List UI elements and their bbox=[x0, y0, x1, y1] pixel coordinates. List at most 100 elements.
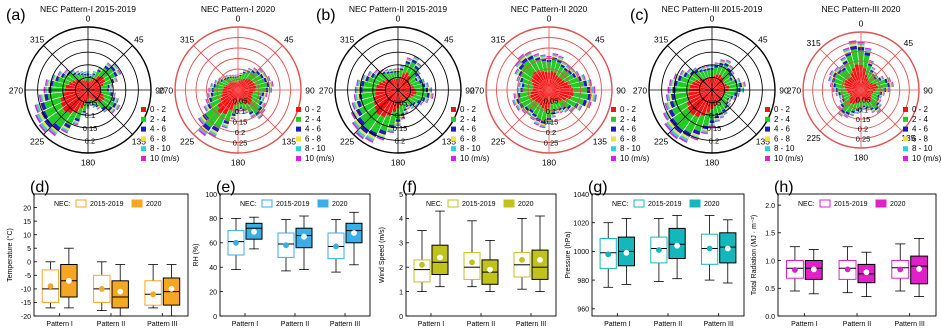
rose-sector bbox=[875, 79, 886, 86]
y-tick-label: 960 bbox=[577, 307, 589, 314]
rose-sector bbox=[712, 74, 722, 90]
rose-sector bbox=[851, 102, 858, 112]
rose-sector bbox=[221, 79, 229, 86]
rose-sector bbox=[743, 81, 746, 87]
rose-sector bbox=[64, 69, 69, 74]
rose-sector bbox=[712, 90, 721, 104]
rose-sector bbox=[729, 76, 733, 81]
rose-sector bbox=[521, 109, 526, 114]
rose-sector bbox=[562, 106, 567, 111]
rose-sector bbox=[540, 55, 546, 58]
rose-sector bbox=[103, 109, 108, 113]
rose-sector bbox=[229, 76, 232, 79]
rose-sector bbox=[551, 116, 556, 118]
rose-sector bbox=[403, 108, 408, 112]
rose-sector bbox=[210, 92, 214, 97]
rose-sector bbox=[222, 90, 238, 94]
rose-sector bbox=[413, 56, 419, 61]
rose-sector bbox=[519, 82, 522, 88]
panel-label: (a) bbox=[6, 7, 26, 24]
rose-angle-label: 180 bbox=[231, 158, 245, 168]
rose-sector bbox=[869, 59, 874, 63]
rose-sector bbox=[670, 79, 674, 87]
box-chart-f: 0 1 2 3 4 5 Wind Speed (m/s) (f) NEC: 2015-2019 20… bbox=[379, 179, 557, 328]
legend-label: 2015-2019 bbox=[90, 201, 124, 208]
rose-sector bbox=[221, 125, 228, 129]
rose-legend-label: 8 - 10 bbox=[774, 144, 795, 153]
rose-sector bbox=[838, 92, 841, 96]
rose-sector bbox=[261, 102, 266, 107]
rose-sector bbox=[88, 90, 105, 97]
rose-sector bbox=[59, 72, 64, 77]
rose-sector bbox=[89, 103, 92, 105]
rose-angle-label: 45 bbox=[134, 35, 144, 45]
rose-sector bbox=[851, 67, 861, 90]
rose-sector bbox=[531, 74, 549, 90]
rose-sector bbox=[261, 92, 265, 97]
rose-sector bbox=[514, 68, 519, 74]
rose-title: NEC Pattern-II 2020 bbox=[511, 4, 588, 14]
rose-spoke bbox=[43, 89, 89, 135]
rose-sector bbox=[356, 100, 363, 108]
rose-title: NEC Pattern-III 2015-2019 bbox=[662, 4, 763, 14]
rose-sector bbox=[98, 67, 108, 78]
rose-sector bbox=[664, 111, 671, 120]
rose-sector bbox=[737, 78, 740, 83]
wind-rose-5: 0 45 90 135 180 225 270 315 0.05 0.1 0.15 0.2 NEC Pa… bbox=[630, 4, 804, 168]
rose-sector bbox=[850, 113, 855, 116]
rose-sector bbox=[363, 81, 377, 88]
rose-sector bbox=[234, 74, 237, 76]
rose-sector bbox=[400, 115, 405, 118]
rose-sector bbox=[848, 41, 857, 45]
rose-radial-tick: 0.25 bbox=[856, 134, 871, 143]
rose-legend-swatch bbox=[765, 146, 770, 152]
rose-radial-tick: 0.05 bbox=[83, 99, 98, 108]
rose-sector bbox=[719, 114, 724, 117]
rose-sector bbox=[861, 90, 869, 102]
rose-sector bbox=[400, 67, 404, 69]
rose-sector bbox=[703, 70, 709, 79]
rose-sector bbox=[238, 90, 248, 105]
rose-sector bbox=[107, 106, 113, 112]
rose-sector bbox=[67, 90, 88, 115]
rose-sector bbox=[890, 82, 893, 88]
rose-sector bbox=[93, 70, 101, 79]
rose-sector bbox=[714, 118, 720, 121]
rose-sector bbox=[405, 104, 409, 108]
rose-sector bbox=[271, 81, 274, 87]
rose-sector bbox=[551, 115, 556, 117]
rose-radial-tick: 0.25 bbox=[544, 139, 559, 148]
rose-sector bbox=[88, 90, 103, 94]
rose-sector bbox=[677, 75, 683, 82]
rose-sector bbox=[871, 78, 880, 85]
rose-legend-swatch bbox=[903, 107, 908, 112]
rose-sector bbox=[389, 70, 394, 74]
rose-sector bbox=[515, 61, 522, 68]
y-tick-label: 1.5 bbox=[765, 231, 775, 238]
legend-prefix: NEC: bbox=[426, 201, 443, 208]
rose-sector bbox=[870, 69, 874, 73]
rose-sector bbox=[728, 65, 733, 70]
rose-sector bbox=[517, 53, 524, 60]
rose-sector bbox=[62, 90, 88, 97]
rose-sector bbox=[678, 136, 688, 143]
rose-sector bbox=[416, 77, 419, 81]
rose-radial-tick: 0.15 bbox=[393, 124, 408, 133]
rose-sector bbox=[839, 65, 845, 70]
rose-sector bbox=[111, 97, 116, 102]
rose-sector bbox=[248, 110, 254, 115]
rose-sector bbox=[92, 72, 96, 74]
rose-radial-tick: 0.05 bbox=[544, 97, 559, 106]
rose-sector bbox=[92, 73, 96, 76]
rose-sector bbox=[114, 97, 117, 103]
rose-sector bbox=[728, 103, 732, 107]
rose-sector bbox=[72, 122, 79, 126]
rose-sector bbox=[693, 68, 697, 72]
rose-sector bbox=[721, 108, 726, 113]
rose-sector bbox=[712, 85, 730, 90]
rose-sector bbox=[400, 116, 406, 119]
rose-sector bbox=[258, 100, 263, 106]
rose-sector bbox=[534, 55, 540, 59]
rose-sector bbox=[841, 98, 845, 103]
rose-sector bbox=[559, 109, 564, 113]
